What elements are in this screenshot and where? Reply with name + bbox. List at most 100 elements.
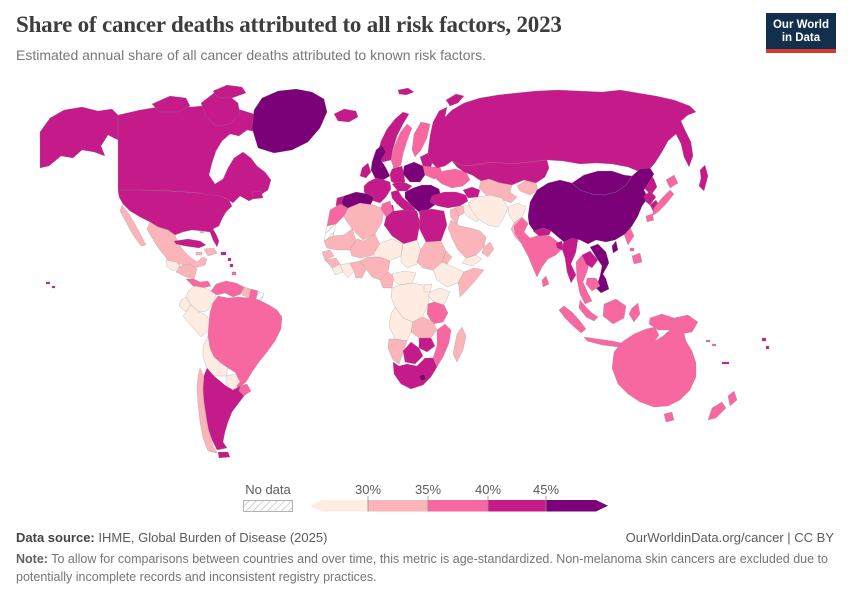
country-madagascar[interactable] bbox=[452, 326, 467, 363]
country-guatemala[interactable] bbox=[165, 259, 181, 272]
country-india[interactable] bbox=[513, 217, 563, 278]
country-japan-honshu[interactable] bbox=[651, 189, 675, 217]
country-lesser-antilles[interactable] bbox=[227, 257, 232, 262]
country-iran[interactable] bbox=[467, 194, 509, 228]
country-trinidad[interactable] bbox=[231, 271, 237, 276]
country-switzerland-austria[interactable] bbox=[391, 181, 413, 192]
country-kyrgyzstan-tajikistan[interactable] bbox=[516, 180, 539, 196]
legend-bin-over-45[interactable] bbox=[546, 500, 608, 512]
country-peru[interactable] bbox=[182, 304, 211, 338]
country-philippines-mindanao[interactable] bbox=[631, 252, 643, 265]
country-costa-rica-panama[interactable] bbox=[185, 278, 212, 289]
country-japan-hokkaido[interactable] bbox=[665, 174, 679, 189]
country-somalia[interactable] bbox=[457, 267, 485, 298]
country-usa-alaska[interactable] bbox=[39, 106, 119, 169]
country-mexico-baja[interactable] bbox=[119, 204, 147, 247]
country-myanmar[interactable] bbox=[561, 234, 579, 284]
owid-cc-link[interactable]: OurWorldinData.org/cancer | CC BY bbox=[625, 530, 834, 545]
country-canada-newfoundland[interactable] bbox=[251, 190, 264, 200]
country-saudi-arabia[interactable] bbox=[447, 219, 487, 259]
country-chile[interactable] bbox=[196, 367, 218, 454]
country-paraguay[interactable] bbox=[225, 373, 241, 391]
legend-bin-40-45[interactable] bbox=[488, 500, 546, 512]
country-malaysia[interactable] bbox=[578, 299, 599, 322]
country-greenland[interactable] bbox=[251, 88, 328, 154]
country-japan-kyushu[interactable] bbox=[645, 213, 655, 223]
country-jamaica[interactable] bbox=[195, 251, 203, 256]
legend-bin-under-30[interactable] bbox=[310, 500, 368, 512]
country-svalbard[interactable] bbox=[397, 87, 415, 96]
country-canada-victoria-island[interactable] bbox=[151, 95, 191, 113]
country-fiji[interactable] bbox=[761, 337, 767, 342]
country-algeria[interactable] bbox=[343, 202, 385, 241]
country-cuba[interactable] bbox=[173, 238, 207, 249]
country-puerto-rico[interactable] bbox=[220, 251, 227, 256]
country-laos[interactable] bbox=[581, 250, 599, 269]
legend-bin-35-40[interactable] bbox=[428, 500, 488, 512]
country-venezuela[interactable] bbox=[210, 280, 245, 298]
country-russia-novaya-zemlya[interactable] bbox=[445, 93, 465, 107]
country-indonesia-java[interactable] bbox=[583, 336, 623, 348]
country-new-caledonia[interactable] bbox=[721, 361, 730, 365]
country-chad[interactable] bbox=[400, 239, 422, 269]
country-canada-ellesmere-island[interactable] bbox=[212, 85, 247, 99]
country-turkey[interactable] bbox=[429, 191, 469, 209]
country-finland[interactable] bbox=[411, 121, 431, 158]
country-usa[interactable] bbox=[117, 189, 233, 248]
country-mauritania[interactable] bbox=[323, 228, 357, 251]
country-levant[interactable] bbox=[449, 207, 460, 225]
country-drc[interactable] bbox=[390, 282, 431, 323]
country-cambodia[interactable] bbox=[585, 277, 601, 292]
country-hispaniola[interactable] bbox=[203, 247, 218, 257]
country-solomon-islands[interactable] bbox=[705, 339, 711, 343]
legend-no-data-swatch[interactable] bbox=[243, 500, 293, 512]
country-nigeria[interactable] bbox=[359, 256, 391, 281]
country-new-zealand-south[interactable] bbox=[707, 401, 727, 421]
country-cameroon[interactable] bbox=[379, 271, 395, 289]
country-philippines-visayas[interactable] bbox=[629, 247, 635, 252]
country-yemen[interactable] bbox=[461, 254, 483, 267]
country-indonesia-borneo[interactable] bbox=[602, 298, 627, 325]
country-sri-lanka[interactable] bbox=[541, 275, 550, 288]
country-lesotho[interactable] bbox=[418, 373, 427, 382]
country-indonesia-sumatra[interactable] bbox=[558, 305, 587, 334]
country-oman[interactable] bbox=[481, 241, 495, 258]
country-poland[interactable] bbox=[402, 161, 426, 183]
country-caucasus[interactable] bbox=[462, 186, 481, 199]
country-lesser-antilles-2[interactable] bbox=[229, 263, 234, 268]
country-mozambique[interactable] bbox=[432, 323, 452, 368]
country-iceland[interactable] bbox=[333, 108, 359, 123]
country-australia[interactable] bbox=[611, 322, 697, 408]
country-fiji-2[interactable] bbox=[765, 345, 770, 350]
country-libya[interactable] bbox=[383, 209, 421, 245]
country-bahamas[interactable] bbox=[199, 230, 205, 234]
country-ecuador[interactable] bbox=[178, 296, 192, 313]
country-mongolia[interactable] bbox=[571, 170, 633, 196]
country-usa-hawaii[interactable] bbox=[45, 281, 56, 289]
country-ukraine[interactable] bbox=[434, 168, 471, 189]
country-uganda[interactable] bbox=[423, 283, 433, 293]
country-norway[interactable] bbox=[376, 111, 410, 163]
country-tanzania[interactable] bbox=[426, 301, 449, 325]
country-zimbabwe[interactable] bbox=[418, 337, 436, 353]
country-australia-tasmania[interactable] bbox=[663, 411, 675, 423]
country-united-kingdom[interactable] bbox=[370, 144, 391, 181]
country-solomon-islands-2[interactable] bbox=[711, 343, 717, 347]
country-russia-sakhalin[interactable] bbox=[698, 164, 709, 192]
country-ireland[interactable] bbox=[359, 162, 372, 179]
country-north-korea[interactable] bbox=[643, 190, 657, 206]
country-vietnam[interactable] bbox=[589, 243, 610, 294]
country-colombia[interactable] bbox=[185, 285, 217, 313]
country-kenya[interactable] bbox=[427, 287, 451, 306]
legend-bin-30-35[interactable] bbox=[368, 500, 428, 512]
country-mexico[interactable] bbox=[146, 221, 208, 269]
country-namibia[interactable] bbox=[387, 338, 408, 365]
country-taiwan[interactable] bbox=[611, 240, 619, 254]
owid-logo[interactable]: Our World in Data bbox=[765, 13, 836, 53]
country-south-africa[interactable] bbox=[392, 357, 438, 390]
country-argentina-tdf[interactable] bbox=[217, 451, 231, 459]
country-new-zealand-north[interactable] bbox=[727, 390, 738, 407]
country-argentina[interactable] bbox=[202, 367, 245, 451]
country-egypt[interactable] bbox=[418, 208, 448, 243]
country-zambia[interactable] bbox=[410, 316, 438, 339]
